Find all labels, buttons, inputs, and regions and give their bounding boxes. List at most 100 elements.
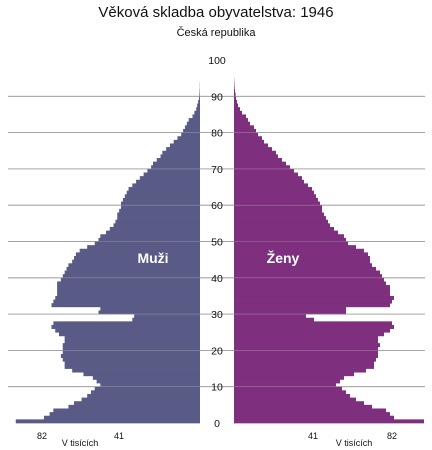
bar-zeny-age-57 bbox=[234, 212, 324, 217]
bar-zeny-age-74 bbox=[234, 150, 276, 155]
bar-zeny-age-37 bbox=[234, 285, 390, 290]
bar-zeny-age-41 bbox=[234, 270, 380, 275]
age-tick-50: 50 bbox=[211, 237, 223, 249]
zeny-series bbox=[234, 78, 424, 424]
bar-zeny-age-44 bbox=[234, 259, 370, 264]
bar-muzi-age-18 bbox=[60, 354, 200, 359]
bar-zeny-age-34 bbox=[234, 295, 394, 300]
bar-muzi-age-82 bbox=[186, 121, 200, 126]
bar-zeny-age-60 bbox=[234, 201, 320, 206]
bar-muzi-age-58 bbox=[119, 208, 200, 213]
bar-muzi-age-77 bbox=[173, 139, 200, 144]
bar-muzi-age-56 bbox=[117, 216, 200, 221]
bar-muzi-age-2 bbox=[49, 412, 200, 417]
bar-muzi-age-7 bbox=[87, 393, 200, 398]
bar-zeny-age-18 bbox=[234, 354, 378, 359]
bar-zeny-age-13 bbox=[234, 372, 354, 377]
bar-muzi-age-48 bbox=[87, 245, 200, 250]
bar-muzi-age-22 bbox=[64, 339, 200, 344]
x-tick-right-82: 82 bbox=[387, 431, 397, 441]
bar-muzi-age-25 bbox=[55, 328, 200, 333]
bar-muzi-age-72 bbox=[156, 158, 200, 162]
bar-zeny-age-12 bbox=[234, 375, 344, 380]
bar-zeny-age-26 bbox=[234, 324, 394, 329]
bar-zeny-age-6 bbox=[234, 397, 356, 402]
bar-muzi-age-51 bbox=[100, 234, 200, 239]
bar-muzi-age-3 bbox=[53, 408, 200, 413]
bar-zeny-age-64 bbox=[234, 187, 312, 192]
bar-zeny-age-48 bbox=[234, 245, 356, 250]
age-tick-100: 100 bbox=[208, 55, 226, 67]
bar-muzi-age-5 bbox=[74, 401, 200, 406]
series-label-zeny: Ženy bbox=[267, 249, 300, 266]
bar-muzi-age-53 bbox=[109, 226, 200, 231]
bar-zeny-age-76 bbox=[234, 143, 268, 148]
bar-muzi-age-40 bbox=[62, 274, 201, 279]
bar-muzi-age-16 bbox=[64, 361, 200, 366]
bar-muzi-age-66 bbox=[136, 179, 200, 184]
bar-zeny-age-7 bbox=[234, 393, 350, 398]
bar-muzi-age-54 bbox=[113, 223, 200, 228]
bar-zeny-age-84 bbox=[234, 114, 246, 119]
bar-muzi-age-60 bbox=[121, 201, 200, 206]
bar-zeny-age-56 bbox=[234, 216, 326, 221]
bar-zeny-age-55 bbox=[234, 219, 328, 224]
bar-zeny-age-87 bbox=[234, 103, 238, 108]
bar-zeny-age-9 bbox=[234, 386, 342, 391]
bar-muzi-age-27 bbox=[53, 321, 200, 326]
bar-muzi-age-76 bbox=[169, 143, 200, 148]
bar-muzi-age-90 bbox=[199, 92, 200, 97]
bar-zeny-age-69 bbox=[234, 168, 294, 173]
bar-zeny-age-53 bbox=[234, 226, 334, 231]
bar-muzi-age-24 bbox=[59, 332, 200, 337]
bar-muzi-age-11 bbox=[96, 379, 200, 384]
bar-zeny-age-75 bbox=[234, 147, 272, 152]
bar-zeny-age-61 bbox=[234, 197, 318, 202]
bar-zeny-age-77 bbox=[234, 139, 264, 144]
bar-muzi-age-50 bbox=[98, 237, 200, 242]
bar-muzi-age-10 bbox=[100, 383, 200, 388]
bar-zeny-age-31 bbox=[234, 306, 346, 311]
bar-muzi-age-55 bbox=[115, 219, 200, 224]
age-tick-90: 90 bbox=[211, 91, 223, 103]
bar-muzi-age-17 bbox=[62, 357, 201, 362]
bar-muzi-age-61 bbox=[122, 197, 200, 202]
bar-zeny-age-10 bbox=[234, 383, 336, 388]
bar-zeny-age-8 bbox=[234, 390, 346, 395]
bar-zeny-age-3 bbox=[234, 408, 386, 413]
bar-muzi-age-9 bbox=[94, 386, 200, 391]
bar-muzi-age-21 bbox=[62, 343, 201, 348]
bar-zeny-age-11 bbox=[234, 379, 340, 384]
bar-muzi-age-65 bbox=[132, 183, 200, 188]
bar-zeny-age-42 bbox=[234, 266, 376, 271]
x-tick-left-41: 41 bbox=[114, 431, 124, 441]
bar-zeny-age-66 bbox=[234, 179, 304, 184]
bar-muzi-age-1 bbox=[43, 415, 201, 420]
bar-zeny-age-70 bbox=[234, 165, 290, 170]
bar-muzi-age-70 bbox=[151, 165, 200, 170]
bar-zeny-age-45 bbox=[234, 256, 370, 260]
grid-overlay bbox=[8, 96, 425, 388]
age-tick-30: 30 bbox=[211, 309, 223, 321]
bar-muzi-age-37 bbox=[57, 285, 201, 290]
bar-muzi-age-79 bbox=[181, 132, 200, 137]
bar-muzi-age-41 bbox=[64, 270, 200, 275]
bar-muzi-age-68 bbox=[143, 172, 200, 177]
bar-muzi-age-19 bbox=[62, 350, 201, 355]
bar-zeny-age-85 bbox=[234, 110, 242, 115]
bar-muzi-age-89 bbox=[199, 96, 200, 101]
x-tick-left-82: 82 bbox=[37, 431, 47, 441]
bar-zeny-age-21 bbox=[234, 343, 380, 348]
bar-muzi-age-52 bbox=[106, 230, 200, 235]
bar-muzi-age-45 bbox=[74, 256, 200, 260]
muzi-series bbox=[15, 81, 201, 424]
bar-zeny-age-63 bbox=[234, 190, 314, 195]
bar-muzi-age-20 bbox=[62, 346, 201, 351]
bar-zeny-age-43 bbox=[234, 263, 372, 268]
bar-muzi-age-35 bbox=[57, 292, 201, 297]
bar-zeny-age-79 bbox=[234, 132, 258, 137]
bar-muzi-age-85 bbox=[194, 110, 200, 115]
bar-zeny-age-59 bbox=[234, 205, 322, 210]
bar-zeny-age-28 bbox=[234, 317, 314, 322]
